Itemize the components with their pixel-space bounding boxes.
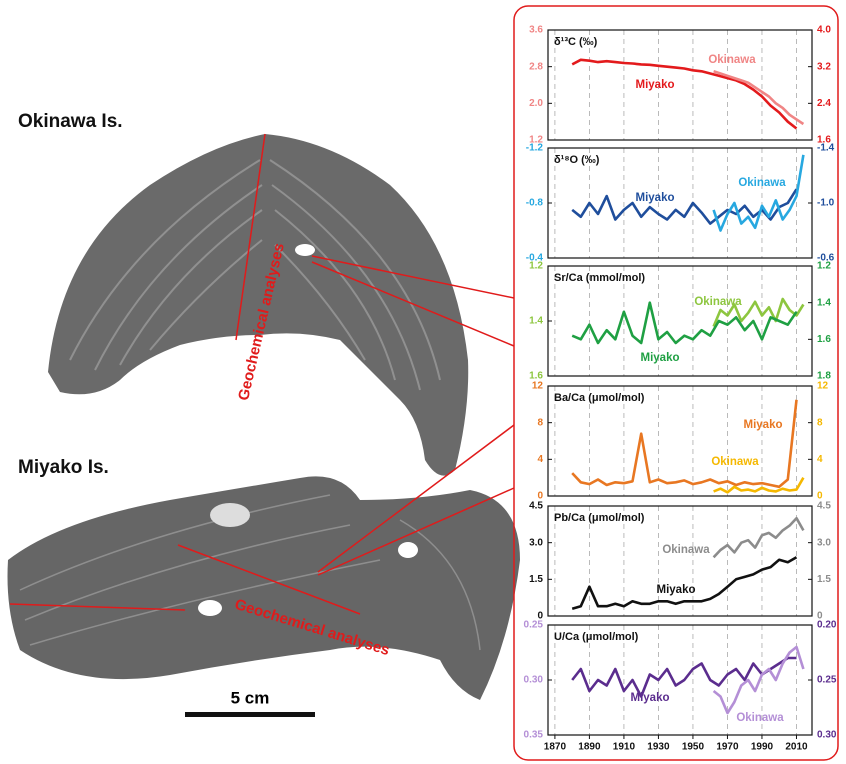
y-tick-label: 1.5: [529, 574, 543, 585]
scale-bar: [185, 712, 315, 717]
series-label: Miyako: [636, 79, 675, 91]
y-tick-label: 1.2: [817, 261, 831, 272]
panel-title: U/Ca (μmol/mol): [554, 631, 639, 643]
y-tick-label: 0.20: [817, 620, 837, 631]
y-tick-label: -0.6: [817, 253, 835, 264]
y-tick-label: 4: [817, 454, 823, 465]
y-tick-label: 0.30: [817, 730, 837, 741]
panel-title: Sr/Ca (mmol/mol): [554, 272, 645, 284]
y-tick-label: 1.8: [817, 371, 831, 382]
plot-frame: [547, 265, 813, 377]
series-label: Okinawa: [736, 712, 784, 724]
y-tick-label: 12: [532, 381, 544, 392]
y-tick-label: 8: [817, 417, 823, 428]
y-tick-label: 4: [537, 454, 543, 465]
series-label: Miyako: [631, 692, 670, 704]
y-tick-label: -1.4: [817, 143, 835, 154]
y-tick-label: 4.5: [817, 501, 831, 512]
y-tick-label: 8: [537, 417, 543, 428]
series-label: Okinawa: [662, 544, 710, 556]
y-tick-label: 0: [817, 491, 823, 502]
series-line: [571, 656, 797, 698]
miyako-label: Miyako Is.: [18, 457, 109, 478]
okinawa-label: Okinawa Is.: [18, 111, 123, 132]
x-tick-label: 1910: [613, 742, 636, 753]
y-tick-label: 2.0: [529, 98, 543, 109]
series-label: Okinawa: [708, 54, 756, 66]
series-label: Miyako: [744, 419, 783, 431]
series-line: [712, 645, 805, 715]
x-tick-label: 1950: [682, 742, 705, 753]
scale-label: 5 cm: [231, 688, 270, 707]
y-tick-label: 0.25: [817, 675, 837, 686]
series-label: Okinawa: [738, 177, 786, 189]
series-line: [571, 399, 798, 489]
series-line: [713, 477, 805, 494]
plot-frame: [547, 385, 813, 497]
y-tick-label: 3.2: [817, 61, 831, 72]
series-line: [571, 58, 798, 130]
y-tick-label: 3.0: [529, 537, 543, 548]
series-line: [712, 516, 805, 559]
y-tick-label: 3.6: [529, 25, 543, 36]
panel-title: Ba/Ca (μmol/mol): [554, 392, 645, 404]
y-tick-label: 12: [817, 381, 829, 392]
plot-frame: [547, 505, 813, 617]
series-label: Okinawa: [711, 456, 759, 468]
y-tick-label: -0.4: [526, 253, 544, 264]
y-tick-label: 4.5: [529, 501, 543, 512]
series-label: Miyako: [636, 192, 675, 204]
x-tick-label: 1990: [751, 742, 774, 753]
series-line: [713, 70, 805, 126]
series-label: Miyako: [641, 352, 680, 364]
y-tick-label: 4.0: [817, 25, 831, 36]
y-tick-label: -1.2: [526, 143, 544, 154]
y-tick-label: 0.25: [524, 620, 544, 631]
series-line: [712, 154, 805, 232]
y-tick-label: 0.35: [524, 730, 544, 741]
series-line: [712, 297, 805, 328]
y-tick-label: 1.2: [529, 135, 543, 146]
plot-frame: [547, 29, 813, 141]
x-tick-label: 1890: [578, 742, 601, 753]
y-tick-label: 3.0: [817, 537, 831, 548]
series-line: [571, 301, 798, 345]
y-tick-label: 1.6: [817, 135, 831, 146]
y-tick-label: 2.4: [817, 98, 831, 109]
y-tick-label: 0: [537, 491, 543, 502]
x-tick-label: 1930: [647, 742, 670, 753]
y-tick-label: 1.5: [817, 574, 831, 585]
y-tick-label: -0.8: [526, 198, 544, 209]
guide-lines: [9, 133, 515, 615]
series-label: Miyako: [657, 584, 696, 596]
y-tick-label: 2.8: [529, 61, 543, 72]
y-tick-label: 0.30: [524, 675, 544, 686]
y-tick-label: 1.6: [817, 334, 831, 345]
y-tick-label: 0: [537, 611, 543, 622]
y-tick-label: 1.4: [817, 297, 831, 308]
panel-title: δ¹⁸O (‰): [554, 154, 600, 166]
x-tick-label: 2010: [785, 742, 808, 753]
plot-frame: [547, 147, 813, 259]
series-label: Okinawa: [694, 296, 742, 308]
panel-title: δ¹³C (‰): [554, 36, 598, 48]
x-tick-label: 1970: [716, 742, 739, 753]
miyako-coral: [7, 476, 520, 700]
y-tick-label: 1.2: [529, 261, 543, 272]
plot-frame: [547, 624, 813, 736]
y-tick-label: 1.6: [529, 371, 543, 382]
panel-frame: [513, 5, 839, 761]
x-tick-label: 1870: [544, 742, 567, 753]
okinawa-coral: [48, 134, 469, 476]
series-line: [571, 556, 798, 610]
panel-title: Pb/Ca (μmol/mol): [554, 512, 645, 524]
y-tick-label: 0: [817, 611, 823, 622]
y-tick-label: 1.4: [529, 316, 543, 327]
y-tick-label: -1.0: [817, 198, 835, 209]
